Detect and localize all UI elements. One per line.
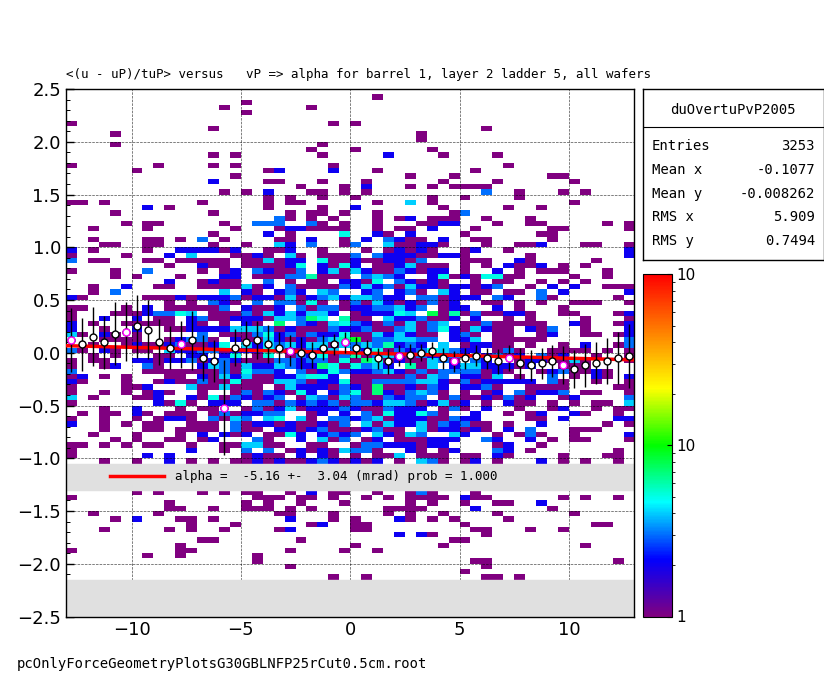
Bar (66, 464, 634, 490)
Text: RMS x: RMS x (652, 210, 694, 225)
Text: pcOnlyForceGeometryPlotsG30GBLNFP25rCut0.5cm.root: pcOnlyForceGeometryPlotsG30GBLNFP25rCut0… (16, 658, 427, 671)
Text: 5.909: 5.909 (773, 210, 815, 225)
Text: Mean x: Mean x (652, 162, 702, 177)
Text: 3253: 3253 (781, 138, 815, 153)
Text: RMS y: RMS y (652, 234, 694, 249)
Text: 0.7494: 0.7494 (765, 234, 815, 249)
Text: <(u - uP)/tuP> versus   vP => alpha for barrel 1, layer 2 ladder 5, all wafers: <(u - uP)/tuP> versus vP => alpha for ba… (66, 68, 651, 81)
Text: alpha =  -5.16 +-  3.04 (mrad) prob = 1.000: alpha = -5.16 +- 3.04 (mrad) prob = 1.00… (176, 470, 498, 483)
Text: -0.008262: -0.008262 (740, 186, 815, 201)
Text: duOvertuPvP2005: duOvertuPvP2005 (671, 103, 796, 116)
Bar (66, 580, 634, 616)
Text: Entries: Entries (652, 138, 710, 153)
Text: Mean y: Mean y (652, 186, 702, 201)
Text: -0.1077: -0.1077 (756, 162, 815, 177)
